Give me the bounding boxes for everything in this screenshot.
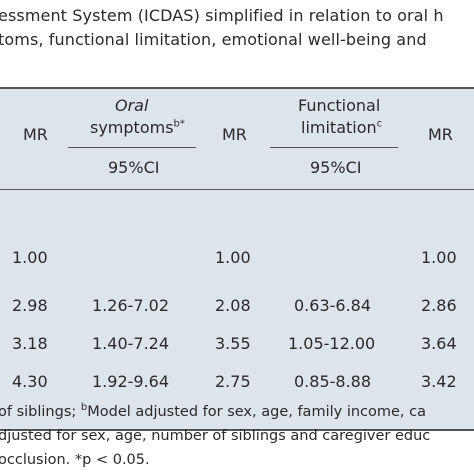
footnote-1-sup: b (80, 402, 88, 414)
row-1-mr-2: 1.00 (215, 248, 251, 267)
row-3-mr-1: 3.18 (12, 334, 48, 353)
row-4-mr-3: 3.42 (421, 372, 457, 391)
footnote-line-2: djusted for sex, age, number of siblings… (0, 428, 431, 444)
row-3-ci-2: 1.05-12.00 (288, 334, 376, 353)
header-mr-col-2: MR (222, 125, 247, 144)
table-bottom-rule (0, 429, 474, 431)
header-functional-line-1: Functional (298, 96, 381, 115)
oral-group-rule (68, 147, 196, 148)
row-1-mr-1: 1.00 (12, 248, 48, 267)
row-2-mr-2: 2.08 (215, 296, 251, 315)
row-4-ci-2: 0.85-8.88 (294, 372, 372, 391)
row-3-mr-2: 3.55 (215, 334, 251, 353)
header-ci-oral: 95%CI (108, 158, 160, 177)
row-2-mr-3: 2.86 (421, 296, 457, 315)
row-3-mr-3: 3.64 (421, 334, 457, 353)
table-caption-line-2: toms, functional limitation, emotional w… (0, 30, 427, 49)
header-oral-line-1: Oral (115, 96, 149, 115)
header-functional-line-2: limitationc (301, 118, 382, 137)
header-bottom-rule (0, 189, 474, 190)
row-3-ci-1: 1.40-7.24 (92, 334, 170, 353)
footnote-line-1: of siblings; bModel adjusted for sex, ag… (0, 402, 427, 420)
header-oral-label: symptoms (90, 118, 174, 137)
row-4-ci-1: 1.92-9.64 (92, 372, 170, 391)
header-functional-sup: c (376, 118, 383, 130)
footnote-1-text-b: Model adjusted for sex, age, family inco… (87, 404, 427, 420)
header-mr-col-1: MR (23, 125, 48, 144)
table-top-rule (0, 87, 474, 89)
table-body-background (0, 88, 474, 430)
row-1-mr-3: 1.00 (421, 248, 457, 267)
table-caption-line-1: essment System (ICDAS) simplified in rel… (0, 6, 444, 25)
row-2-mr-1: 2.98 (12, 296, 48, 315)
header-oral-sup: b* (173, 118, 185, 130)
functional-group-rule (270, 147, 398, 148)
row-4-mr-1: 4.30 (12, 372, 48, 391)
row-2-ci-1: 1.26-7.02 (92, 296, 170, 315)
row-4-mr-2: 2.75 (215, 372, 251, 391)
header-ci-functional: 95%CI (310, 158, 362, 177)
row-2-ci-2: 0.63-6.84 (294, 296, 372, 315)
footnote-line-3: occlusion. *p < 0.05. (0, 452, 150, 468)
header-functional-label: limitation (301, 118, 377, 137)
header-oral-line-2: symptomsb* (90, 118, 185, 137)
footnote-1-text-a: of siblings; (0, 404, 81, 420)
header-mr-col-3: MR (428, 125, 453, 144)
